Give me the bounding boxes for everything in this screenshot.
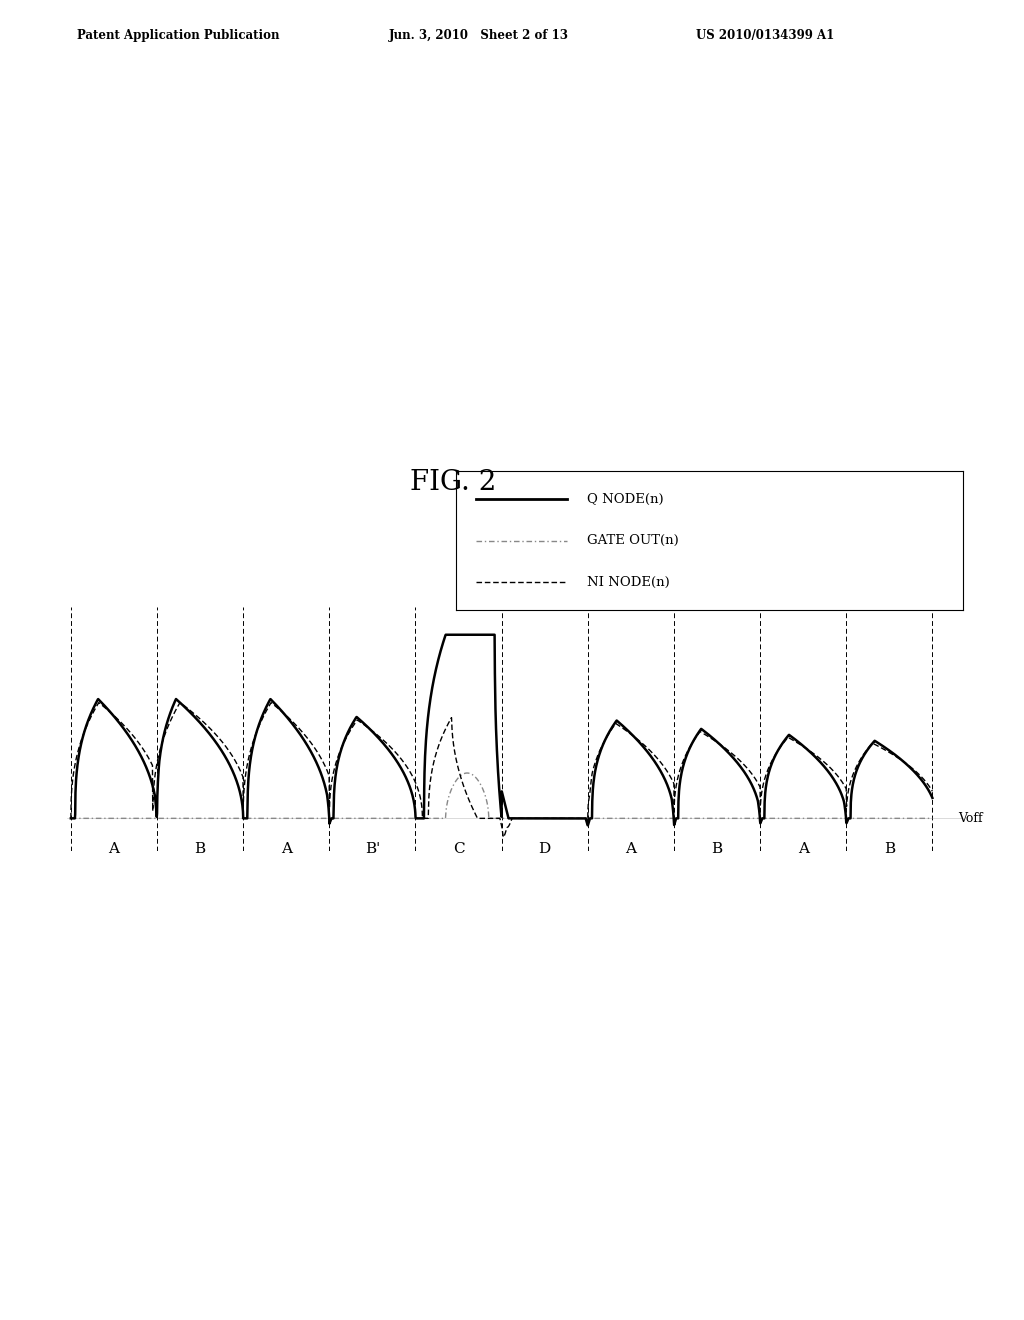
Text: US 2010/0134399 A1: US 2010/0134399 A1 — [696, 29, 835, 42]
Text: NI NODE(n): NI NODE(n) — [588, 576, 671, 589]
Text: B: B — [884, 842, 895, 857]
Text: Q NODE(n): Q NODE(n) — [588, 492, 665, 506]
Text: A: A — [798, 842, 809, 857]
Text: FIG. 2: FIG. 2 — [410, 469, 496, 495]
Text: A: A — [281, 842, 292, 857]
Text: B: B — [712, 842, 723, 857]
Text: B': B' — [365, 842, 380, 857]
Text: B: B — [195, 842, 206, 857]
Text: GATE OUT(n): GATE OUT(n) — [588, 535, 679, 546]
Text: A: A — [109, 842, 120, 857]
Text: Jun. 3, 2010   Sheet 2 of 13: Jun. 3, 2010 Sheet 2 of 13 — [389, 29, 569, 42]
Text: A: A — [626, 842, 636, 857]
Text: C: C — [453, 842, 464, 857]
Text: Patent Application Publication: Patent Application Publication — [77, 29, 280, 42]
Text: D: D — [539, 842, 551, 857]
Text: Voff: Voff — [958, 812, 983, 825]
